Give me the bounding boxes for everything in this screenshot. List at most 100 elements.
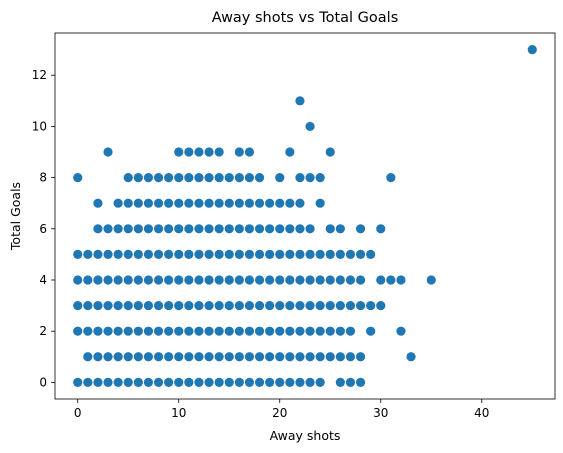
data-point — [285, 147, 295, 157]
data-point — [73, 173, 83, 183]
data-point — [174, 275, 184, 285]
data-point — [254, 326, 265, 336]
data-point — [224, 326, 234, 336]
data-point — [204, 147, 214, 157]
data-point — [325, 326, 335, 336]
data-point — [194, 147, 204, 157]
data-point — [103, 147, 113, 157]
data-point — [113, 198, 123, 208]
data-point — [174, 352, 184, 362]
data-point — [174, 224, 184, 234]
data-point — [315, 275, 325, 285]
data-point — [376, 275, 386, 285]
data-point — [305, 275, 315, 285]
data-point — [174, 147, 184, 157]
data-point — [285, 377, 295, 387]
data-points — [73, 45, 537, 387]
data-point — [305, 121, 315, 132]
data-point — [244, 377, 255, 387]
x-tick-label: 30 — [373, 406, 388, 420]
data-point — [164, 275, 174, 285]
data-point — [184, 198, 194, 208]
data-point — [73, 326, 83, 336]
data-point — [224, 173, 234, 183]
data-point — [204, 275, 214, 285]
data-point — [214, 224, 224, 234]
data-point — [103, 275, 113, 285]
data-point — [366, 300, 376, 311]
data-point — [275, 300, 285, 311]
data-point — [315, 326, 325, 336]
data-point — [214, 249, 224, 259]
data-point — [184, 173, 194, 183]
data-point — [133, 224, 143, 234]
data-point — [224, 198, 234, 208]
data-point — [133, 249, 143, 259]
data-point — [355, 352, 366, 362]
data-point — [335, 352, 345, 362]
data-point — [143, 352, 154, 362]
data-point — [93, 275, 103, 285]
data-point — [174, 249, 184, 259]
data-point — [184, 147, 194, 157]
data-point — [335, 300, 345, 311]
data-point — [184, 224, 194, 234]
data-point — [174, 198, 184, 208]
data-point — [295, 173, 305, 183]
data-point — [103, 224, 113, 234]
data-point — [164, 249, 174, 259]
data-point — [174, 173, 184, 183]
data-point — [265, 198, 275, 208]
data-point — [204, 300, 214, 311]
data-point — [234, 224, 244, 234]
data-point — [93, 249, 103, 259]
data-point — [254, 224, 265, 234]
data-point — [123, 377, 133, 387]
data-point — [204, 352, 214, 362]
plot-area-frame — [54, 32, 556, 400]
data-point — [93, 224, 103, 234]
data-point — [73, 275, 83, 285]
data-point — [174, 377, 184, 387]
data-point — [254, 300, 265, 311]
data-point — [153, 326, 164, 336]
data-point — [355, 224, 366, 234]
data-point — [133, 352, 143, 362]
data-point — [295, 352, 305, 362]
data-point — [113, 326, 123, 336]
data-point — [73, 249, 83, 259]
data-point — [275, 198, 285, 208]
data-point — [123, 275, 133, 285]
data-point — [143, 249, 154, 259]
data-point — [103, 377, 113, 387]
data-point — [335, 377, 345, 387]
data-point — [164, 198, 174, 208]
data-point — [143, 198, 154, 208]
data-point — [406, 352, 416, 362]
y-tick-label: 8 — [39, 171, 47, 185]
data-point — [234, 249, 244, 259]
data-point — [345, 352, 356, 362]
data-point — [275, 352, 285, 362]
data-point — [254, 275, 265, 285]
data-point — [153, 249, 164, 259]
data-point — [83, 352, 93, 362]
x-tick-label: 20 — [272, 406, 287, 420]
data-point — [386, 173, 396, 183]
data-point — [345, 249, 356, 259]
data-point — [325, 300, 335, 311]
data-point — [275, 173, 285, 183]
data-point — [315, 377, 325, 387]
data-point — [133, 300, 143, 311]
data-point — [143, 275, 154, 285]
data-point — [103, 352, 113, 362]
data-point — [143, 377, 154, 387]
data-point — [315, 300, 325, 311]
data-point — [386, 275, 396, 285]
data-point — [295, 300, 305, 311]
data-point — [325, 147, 335, 157]
data-point — [103, 326, 113, 336]
data-point — [254, 249, 265, 259]
data-point — [133, 326, 143, 336]
data-point — [345, 326, 356, 336]
